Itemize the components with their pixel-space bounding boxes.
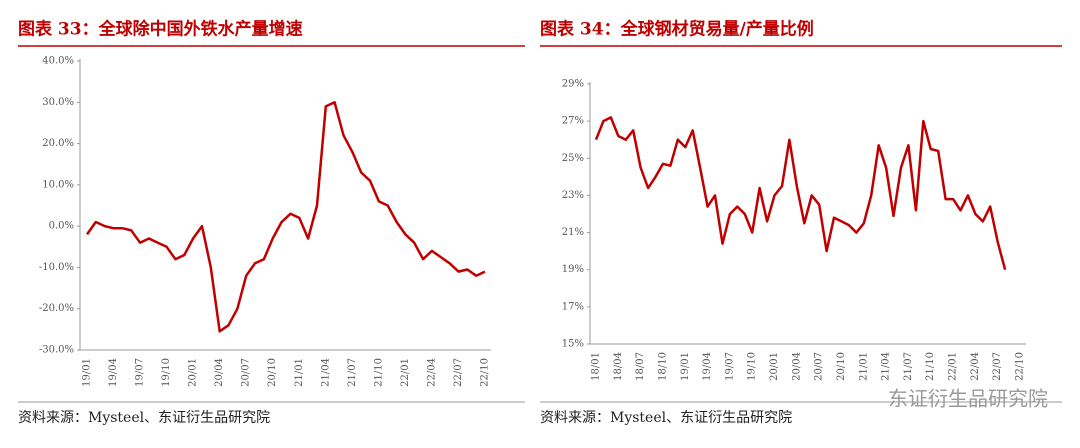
x-tick-label: 20/10 bbox=[836, 352, 847, 381]
y-tick-label: 20.0% bbox=[42, 138, 74, 149]
y-tick-label: 27% bbox=[562, 116, 584, 127]
x-tick-label: 20/01 bbox=[188, 358, 199, 387]
y-tick-label: 40.0% bbox=[42, 56, 74, 67]
y-tick-label: 25% bbox=[562, 153, 584, 164]
line-series bbox=[594, 116, 1007, 271]
x-tick-label: 18/07 bbox=[635, 352, 646, 381]
x-tick-label: 19/07 bbox=[135, 358, 146, 387]
y-tick-label: 29% bbox=[562, 79, 584, 90]
x-tick-label: 18/01 bbox=[591, 352, 602, 381]
x-tick-label: 18/04 bbox=[613, 352, 624, 381]
y-tick-label: 30.0% bbox=[42, 97, 74, 108]
x-tick-label: 20/10 bbox=[267, 358, 278, 387]
x-tick-label: 18/10 bbox=[657, 352, 668, 381]
source: 资料来源：Mysteel、东证衍生品研究院 bbox=[540, 410, 792, 426]
x-tick-label: 21/10 bbox=[925, 352, 936, 381]
x-tick-label: 22/07 bbox=[992, 352, 1003, 381]
x-tick-label: 21/01 bbox=[294, 358, 305, 387]
x-tick-label: 20/01 bbox=[769, 352, 780, 381]
x-tick-label: 19/01 bbox=[680, 352, 691, 381]
x-tick-label: 21/07 bbox=[903, 352, 914, 381]
y-tick-label: 10.0% bbox=[42, 179, 74, 190]
chart-title: 图表 34：全球钢材贸易量/产量比例 bbox=[540, 19, 814, 40]
x-tick-label: 22/01 bbox=[948, 352, 959, 381]
x-tick-label: 19/07 bbox=[724, 352, 735, 381]
x-tick-label: 22/10 bbox=[1015, 352, 1026, 381]
x-tick-label: 19/01 bbox=[82, 358, 93, 387]
x-tick-label: 21/01 bbox=[858, 352, 869, 381]
x-tick-label: 22/04 bbox=[970, 352, 981, 381]
y-tick-label: 19% bbox=[562, 264, 584, 275]
x-tick-label: 19/10 bbox=[747, 352, 758, 381]
x-tick-label: 19/04 bbox=[702, 352, 713, 381]
watermark: 东证衍生品研究院 bbox=[888, 387, 1048, 411]
x-tick-label: 22/07 bbox=[453, 358, 464, 387]
x-tick-label: 20/04 bbox=[791, 352, 802, 381]
x-tick-label: 21/04 bbox=[881, 352, 892, 381]
x-tick-label: 22/04 bbox=[426, 358, 437, 387]
y-tick-label: 15% bbox=[562, 339, 584, 350]
y-tick-label: -10.0% bbox=[39, 262, 74, 273]
y-tick-label: 17% bbox=[562, 301, 584, 312]
x-tick-label: 21/07 bbox=[347, 358, 358, 387]
x-tick-label: 20/07 bbox=[241, 358, 252, 387]
x-tick-label: 21/10 bbox=[373, 358, 384, 387]
source: 资料来源：Mysteel、东证衍生品研究院 bbox=[18, 410, 270, 426]
y-tick-label: 0.0% bbox=[49, 221, 74, 232]
x-tick-label: 19/10 bbox=[161, 358, 172, 387]
x-tick-label: 19/04 bbox=[108, 358, 119, 387]
x-tick-label: 21/04 bbox=[320, 358, 331, 387]
x-tick-label: 22/01 bbox=[400, 358, 411, 387]
chart-title: 图表 33：全球除中国外铁水产量增速 bbox=[18, 19, 303, 40]
x-tick-label: 20/07 bbox=[814, 352, 825, 381]
x-tick-label: 22/10 bbox=[480, 358, 491, 387]
y-tick-label: -20.0% bbox=[39, 303, 74, 314]
y-tick-label: 21% bbox=[562, 227, 584, 238]
line-series bbox=[85, 101, 486, 333]
x-tick-label: 20/04 bbox=[214, 358, 225, 387]
y-tick-label: 23% bbox=[562, 190, 584, 201]
y-tick-label: -30.0% bbox=[39, 345, 74, 356]
